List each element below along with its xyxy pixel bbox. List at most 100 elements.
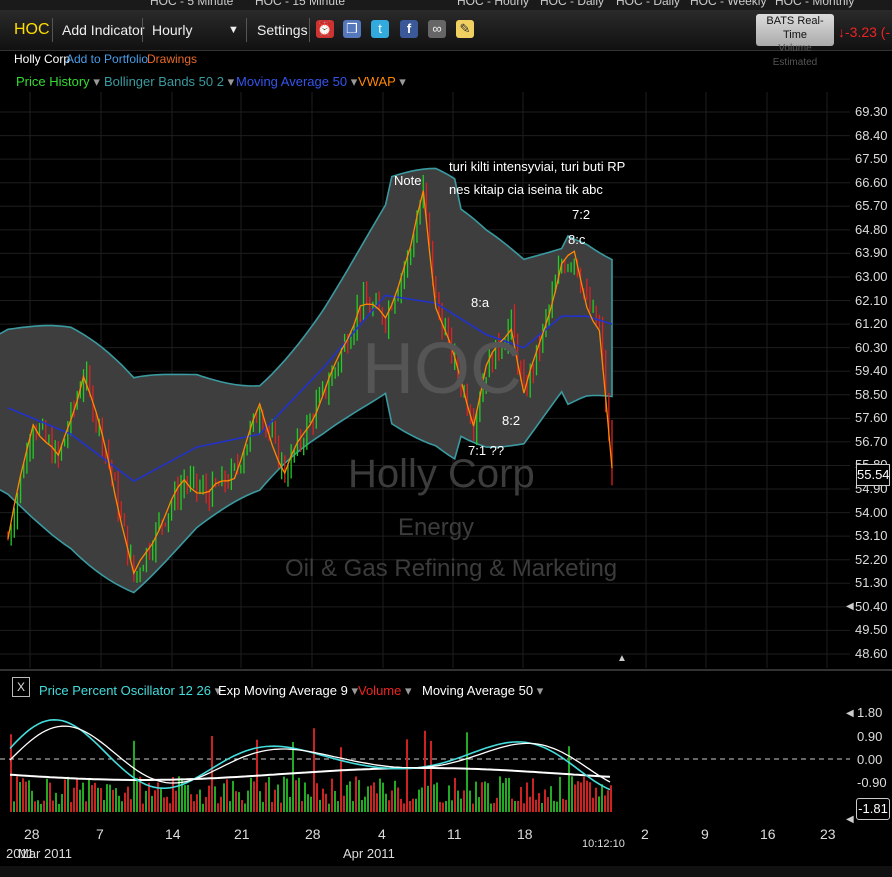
drawings-link[interactable]: Drawings <box>147 52 198 66</box>
close-icon[interactable]: X <box>12 677 30 697</box>
legend-ppo[interactable]: Price Percent Oscillator 12 26 ▾ <box>39 683 222 698</box>
note-icon[interactable]: ✎ <box>456 20 474 38</box>
volume-bar <box>400 798 402 812</box>
volume-bar <box>268 777 270 812</box>
annotation-note[interactable]: Note <box>394 173 422 188</box>
volume-bar <box>343 795 345 812</box>
volume-bar <box>589 782 591 812</box>
tab-hoc-daily-2[interactable]: HOC - Daily <box>616 0 681 8</box>
volume-bar <box>514 800 516 812</box>
volume-bar <box>277 784 279 812</box>
binoculars-icon[interactable]: ∞ <box>428 20 446 38</box>
volume-bar <box>286 778 288 812</box>
volume-bar <box>466 732 468 812</box>
volume-bar <box>163 797 165 812</box>
volume-bar <box>556 801 558 812</box>
volume-bar <box>385 793 387 812</box>
add-indicator-button[interactable]: Add Indicator <box>62 22 145 38</box>
tab-hoc-hourly[interactable]: HOC - Hourly <box>457 0 530 8</box>
x-tick-label: 28 <box>24 826 40 842</box>
legend-ma-50[interactable]: Moving Average 50 ▾ <box>422 683 544 698</box>
volume-bar <box>370 785 372 812</box>
legend-moving-average[interactable]: Moving Average 50 ▾ <box>236 74 358 89</box>
x-tick-label: 18 <box>517 826 533 842</box>
volume-bar <box>76 778 78 812</box>
x-tick-label: 28 <box>305 826 321 842</box>
tab-hoc-5min[interactable]: HOC - 5 Minute <box>150 0 234 8</box>
volume-bar <box>316 783 318 812</box>
chevron-down-icon[interactable]: ▼ <box>228 24 239 36</box>
panel-divider[interactable] <box>0 669 892 671</box>
add-to-portfolio-link[interactable]: Add to Portfolio <box>66 52 149 66</box>
volume-bar <box>211 735 213 812</box>
volume-bar <box>199 789 201 812</box>
legend-price-history[interactable]: Price History ▾ <box>16 74 100 89</box>
volume-bar <box>454 777 456 812</box>
annotation-text-1[interactable]: turi kilti intensyviai, turi buti RP <box>449 159 626 174</box>
facebook-icon[interactable]: f <box>400 20 418 38</box>
tab-hoc-15min[interactable]: HOC - 15 Minute <box>255 0 346 8</box>
x-tick-label: 9 <box>701 826 709 842</box>
annotation-8-2[interactable]: 8:2 <box>502 413 521 428</box>
volume-bar <box>475 781 477 812</box>
copy-icon[interactable]: ❐ <box>343 20 361 38</box>
legend-volume[interactable]: Volume ▾ <box>358 683 412 698</box>
volume-bar <box>337 801 339 812</box>
volume-bar <box>16 776 18 812</box>
y-tick-label: 66.60 <box>855 174 888 190</box>
volume-bar <box>34 801 36 812</box>
x-tick-label: 14 <box>165 826 181 842</box>
volume-bar <box>523 803 525 812</box>
volume-bar <box>184 785 186 812</box>
tab-hoc-monthly[interactable]: HOC - Monthly <box>775 0 855 8</box>
tab-hoc-weekly[interactable]: HOC - Weekly <box>690 0 767 8</box>
watermark-industry: Oil & Gas Refining & Marketing <box>285 555 618 582</box>
settings-button[interactable]: Settings <box>257 22 308 38</box>
alarm-clock-icon[interactable]: ⏰ <box>316 20 334 38</box>
y-tick-label: 67.50 <box>855 151 888 167</box>
price-chart[interactable] <box>0 92 852 668</box>
volume-bar <box>136 777 138 812</box>
volume-bar <box>502 783 504 812</box>
x-tick-label: 16 <box>760 826 776 842</box>
volume-bar <box>550 786 552 812</box>
tab-hoc-daily[interactable]: HOC - Daily <box>540 0 605 8</box>
interval-select[interactable]: Hourly <box>152 22 193 38</box>
vwap-line <box>7 190 613 576</box>
volume-bar <box>367 786 369 812</box>
volume-bar <box>112 789 114 812</box>
annotation-8-c[interactable]: 8:c <box>568 232 586 247</box>
volume-bar <box>52 800 54 812</box>
volume-bar <box>133 740 135 812</box>
volume-bar <box>118 795 120 812</box>
twitter-icon[interactable]: t <box>371 20 389 38</box>
volume-bar <box>583 776 585 812</box>
legend-ema[interactable]: Exp Moving Average 9 ▾ <box>218 683 358 698</box>
watermark-name: Holly Corp <box>348 452 535 496</box>
annotation-7-2[interactable]: 7:2 <box>572 207 591 222</box>
volume-bar <box>151 795 153 812</box>
volume-bar <box>25 781 27 812</box>
legend-bollinger[interactable]: Bollinger Bands 50 2 ▾ <box>104 74 235 89</box>
volume-bar <box>562 798 564 812</box>
volume-bar <box>304 782 306 812</box>
symbol-input[interactable]: HOC <box>14 21 50 38</box>
y-tick-label: 68.40 <box>855 127 888 143</box>
volume-bar <box>205 797 207 812</box>
volume-bar <box>526 782 528 812</box>
volume-bar <box>388 800 390 812</box>
volume-bar <box>148 782 150 812</box>
volume-bar <box>349 781 351 812</box>
oscillator-chart[interactable] <box>0 700 852 820</box>
y-tick-label: 50.40 <box>855 598 888 614</box>
volume-bar <box>559 776 561 812</box>
volume-bar <box>394 780 396 812</box>
annotation-8-a[interactable]: 8:a <box>471 295 490 310</box>
annotation-7-1[interactable]: 7:1 ?? <box>468 443 505 458</box>
legend-vwap[interactable]: VWAP ▾ <box>358 74 406 89</box>
volume-bar <box>247 790 249 812</box>
scroll-up-icon[interactable]: ▲ <box>617 653 627 664</box>
annotation-text-2[interactable]: nes kitaip cia iseina tik abc <box>449 182 603 197</box>
volume-bar <box>109 784 111 812</box>
bollinger-band <box>0 167 613 594</box>
